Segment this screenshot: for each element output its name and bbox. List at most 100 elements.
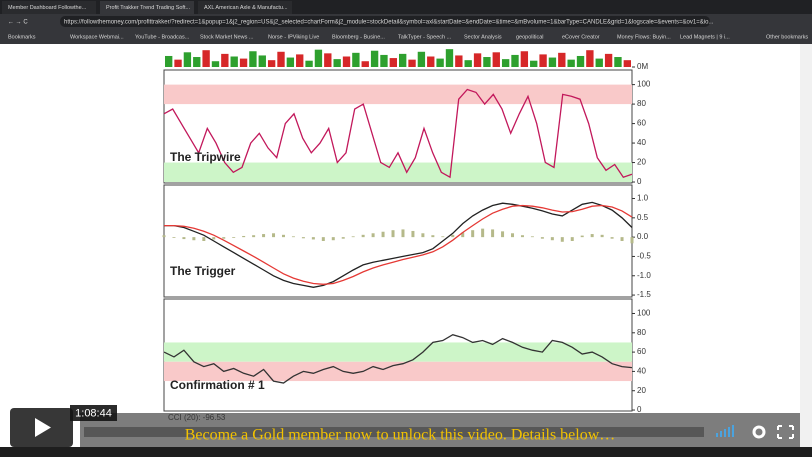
- histogram-bar: [421, 233, 425, 238]
- histogram-bar: [461, 232, 465, 238]
- histogram-bar: [501, 231, 505, 238]
- histogram-bar: [411, 230, 415, 238]
- bookmark[interactable]: Money Flows: Buyin...: [617, 34, 671, 40]
- bookmark[interactable]: Bloomberg - Busine...: [332, 34, 385, 40]
- volume-bar: [174, 59, 182, 67]
- y-tick-label: 0M: [637, 62, 648, 71]
- histogram-bar: [530, 236, 534, 238]
- y-tick-label: -1.5: [637, 290, 651, 299]
- volume-bar: [239, 58, 248, 67]
- y-tick-label: 1.0: [637, 194, 649, 203]
- volume-bar: [427, 56, 435, 67]
- volume-bar: [445, 49, 454, 67]
- bookmark[interactable]: eCover Creator: [562, 34, 600, 40]
- volume-bar: [183, 52, 192, 67]
- band: [164, 84, 632, 105]
- y-tick-label: 60: [637, 119, 646, 128]
- volume-icon[interactable]: [716, 425, 734, 437]
- histogram-bar: [451, 234, 455, 238]
- histogram-bar: [341, 237, 345, 239]
- address-bar[interactable]: [60, 16, 710, 27]
- volume-bar: [399, 53, 407, 67]
- histogram-bar: [301, 237, 305, 239]
- bookmark[interactable]: TalkTyper - Speech ...: [398, 34, 452, 40]
- bookmark[interactable]: Bookmarks: [8, 34, 36, 40]
- fullscreen-icon[interactable]: [777, 425, 794, 439]
- tab-title[interactable]: AXL American Axle & Manufactu...: [204, 5, 288, 11]
- bookmark[interactable]: Stock Market News ...: [200, 34, 254, 40]
- histogram-bar: [192, 237, 196, 241]
- url[interactable]: https://followthemoney.com/profittrakker…: [64, 20, 714, 26]
- tab-title[interactable]: Member Dashboard Followthe...: [8, 5, 87, 11]
- nav-buttons[interactable]: ← → C: [8, 20, 28, 26]
- tab[interactable]: [100, 1, 194, 14]
- volume-bar: [314, 49, 323, 67]
- scrollbar[interactable]: [800, 44, 812, 447]
- volume-bar: [249, 51, 257, 67]
- panel-label: The Trigger: [170, 264, 236, 278]
- volume-bar: [342, 56, 351, 67]
- line: [164, 204, 633, 285]
- volume-bar: [267, 60, 276, 67]
- y-tick-label: 0: [637, 405, 642, 414]
- band: [164, 162, 632, 183]
- histogram-bar: [590, 234, 594, 238]
- histogram-bar: [172, 237, 176, 238]
- bookmark[interactable]: YouTube - Broadcas...: [135, 34, 190, 40]
- bookmark[interactable]: Other bookmarks: [766, 34, 808, 40]
- histogram-bar: [212, 237, 216, 240]
- volume-bar: [492, 52, 500, 67]
- settings-icon[interactable]: [752, 425, 766, 439]
- volume-bar: [333, 59, 341, 67]
- time-bubble: [70, 405, 117, 421]
- histogram-bar: [401, 229, 405, 238]
- banner[interactable]: Become a Gold member now to unlock this …: [185, 427, 616, 444]
- volume-bar: [473, 53, 482, 67]
- histogram-bar: [481, 228, 485, 238]
- bookmark[interactable]: Lead Magnets | 9 i...: [680, 34, 730, 40]
- volume-bar: [604, 53, 613, 67]
- histogram-bar: [491, 229, 495, 238]
- volume-bar: [211, 61, 220, 67]
- volume-bar: [623, 60, 631, 67]
- histogram-bar: [321, 237, 325, 241]
- line: [163, 333, 633, 384]
- histogram-bar: [331, 237, 335, 241]
- tab[interactable]: [2, 1, 96, 14]
- volume-bar: [286, 57, 295, 67]
- y-tick-label: -0.5: [637, 252, 651, 261]
- progress-bar[interactable]: [84, 427, 704, 437]
- line: [164, 201, 633, 288]
- histogram-bar: [371, 233, 375, 238]
- y-tick-label: 100: [637, 309, 651, 318]
- y-tick-label: 20: [637, 386, 646, 395]
- histogram-bar: [232, 237, 236, 238]
- tab-title[interactable]: Profit Trakker Trend Trading Soft...: [106, 5, 191, 11]
- histogram-bar: [560, 237, 564, 242]
- volume-bar: [436, 58, 444, 67]
- panel-frame: [163, 69, 633, 184]
- y-tick-label: 0.0: [637, 232, 649, 241]
- bookmark[interactable]: geopolitical: [516, 34, 544, 40]
- volume-bar: [614, 57, 622, 67]
- volume-bar: [520, 51, 529, 67]
- volume-bar: [576, 55, 585, 67]
- histogram-bar: [520, 235, 524, 238]
- tab[interactable]: [198, 1, 292, 14]
- volume-bar: [277, 51, 285, 67]
- bookmark[interactable]: Norse - IPViking Live: [268, 34, 319, 40]
- histogram-bar: [610, 237, 614, 239]
- histogram-bar: [381, 231, 385, 238]
- bookmark[interactable]: Sector Analysis: [464, 34, 502, 40]
- histogram-bar: [291, 236, 295, 238]
- volume-bar: [417, 51, 426, 67]
- bookmark[interactable]: Workspace Webmai...: [70, 34, 124, 40]
- volume-bar: [165, 55, 173, 67]
- histogram-bar: [441, 236, 445, 238]
- volume-bar: [501, 59, 510, 67]
- histogram-bar: [570, 237, 574, 241]
- band: [164, 342, 632, 362]
- histogram-bar: [550, 237, 554, 241]
